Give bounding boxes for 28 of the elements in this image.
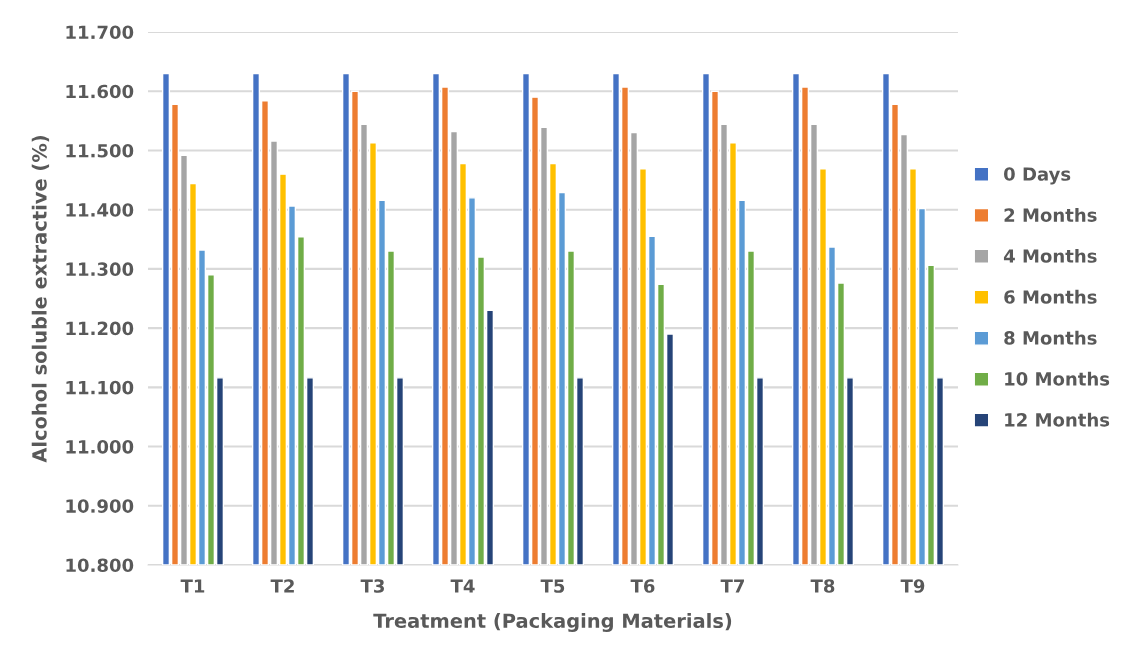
y-tick-label: 11.000 <box>66 440 134 454</box>
y-tick-label: 11.600 <box>66 84 134 99</box>
y-tick-label: 11.300 <box>66 262 134 277</box>
legend-label: 6 Months <box>1004 289 1097 304</box>
x-tick-label: T4 <box>450 579 475 593</box>
x-tick-label: T7 <box>720 579 744 593</box>
y-tick-label: 10.900 <box>66 499 134 513</box>
x-tick-label: T6 <box>630 579 655 593</box>
x-tick-label: T8 <box>810 579 835 593</box>
y-tick-label: 11.700 <box>66 25 134 40</box>
x-tick-label: T1 <box>180 579 205 593</box>
legend-label: 12 Months <box>1005 412 1110 427</box>
x-tick-label: T5 <box>540 579 565 593</box>
y-tick-label: 11.500 <box>66 143 134 158</box>
y-tick-label: 11.100 <box>66 380 134 395</box>
y-tick-label: 11.200 <box>66 321 134 336</box>
legend-label: 8 Months <box>1004 330 1097 345</box>
x-tick-label: T9 <box>900 579 925 593</box>
x-tick-label: T2 <box>270 579 294 593</box>
y-tick-label: 10.800 <box>66 558 134 573</box>
y-axis-title: Alcohol soluble extractive (%) <box>31 136 50 463</box>
x-tick-label: T3 <box>360 579 384 593</box>
legend-label: 10 Months <box>1005 371 1110 386</box>
y-tick-label: 11.400 <box>66 203 134 217</box>
legend-label: 0 Days <box>1004 167 1071 185</box>
x-axis-title: Treatment (Packaging Materials) <box>373 613 732 632</box>
legend-label: 2 Months <box>1004 207 1097 222</box>
legend-label: 4 Months <box>1003 248 1097 263</box>
